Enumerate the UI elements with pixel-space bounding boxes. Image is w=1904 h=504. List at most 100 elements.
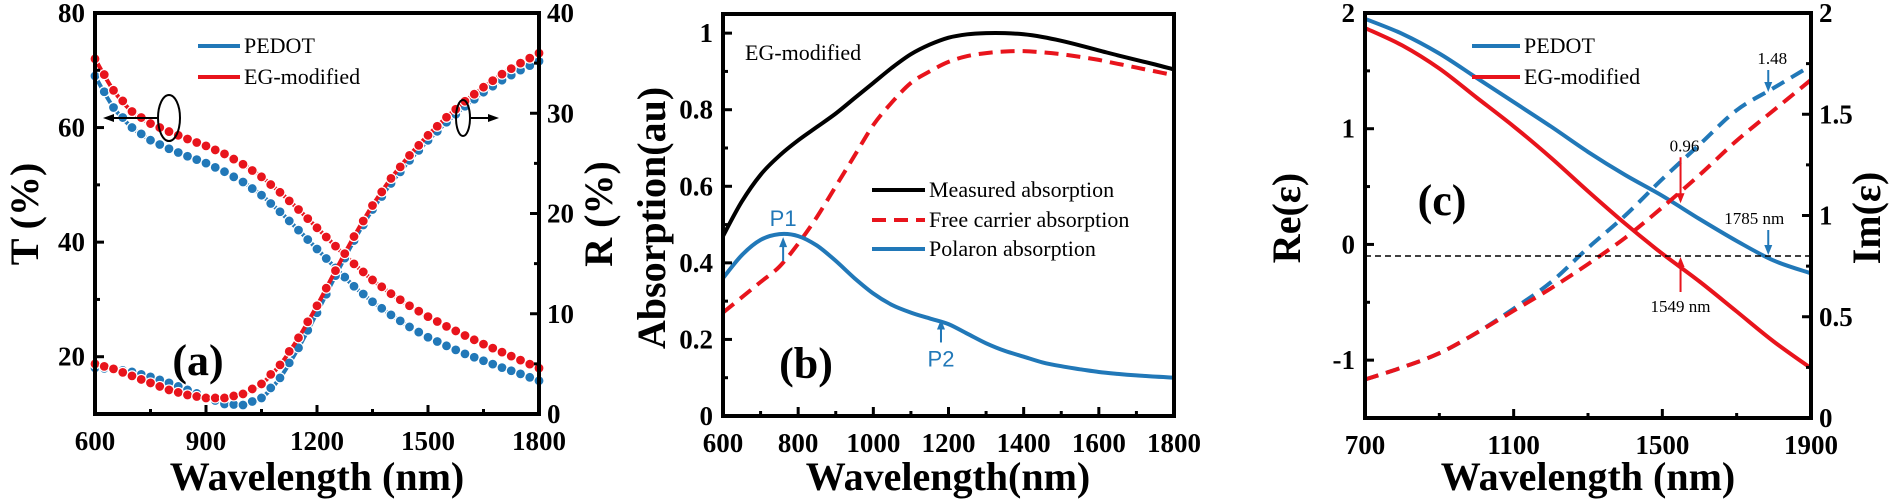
data-point: [422, 331, 434, 343]
series-line-free-carrier-absorption: [721, 49, 1175, 315]
panel-c-y-right-axis-label: Im(ε): [1844, 172, 1889, 265]
y-right-tick-label: 0.5: [1819, 302, 1853, 332]
panel-b-y-axis-label: Absorption(au): [629, 87, 674, 349]
data-point: [431, 315, 443, 328]
panel-a-series: [89, 47, 545, 411]
data-point: [191, 136, 203, 149]
x-tick-label: 600: [703, 428, 744, 458]
data-point: [487, 358, 499, 370]
data-point: [514, 57, 527, 69]
data-point: [274, 359, 286, 371]
y-right-tick-label: 10: [547, 299, 574, 329]
data-point: [487, 342, 499, 354]
x-tick-label: 1800: [1147, 428, 1201, 458]
data-point: [181, 389, 194, 401]
data-point: [228, 153, 240, 165]
data-point: [246, 164, 258, 177]
x-tick-label: 1800: [512, 426, 566, 456]
data-point: [311, 222, 323, 234]
data-point: [376, 281, 388, 293]
data-point: [348, 258, 360, 270]
arrow-1-48-head: [1764, 82, 1773, 92]
y-tick-label: 1: [1342, 114, 1356, 144]
panel-b-inset-title: EG-modified: [745, 40, 861, 65]
data-point: [172, 386, 184, 399]
data-point: [440, 320, 453, 332]
data-point: [496, 346, 508, 358]
data-point: [524, 52, 536, 64]
data-point: [181, 150, 194, 162]
data-point: [329, 265, 342, 277]
y-tick-label: 80: [58, 0, 85, 28]
data-point: [413, 305, 425, 317]
panel-a-x-ticks: 600 900 1200 1500 1800: [75, 405, 566, 456]
arrow-1785nm-head: [1764, 245, 1773, 255]
data-point: [450, 344, 462, 356]
data-point: [413, 326, 425, 338]
y-tick-label: 0.6: [679, 171, 713, 201]
data-point: [422, 129, 434, 141]
data-point: [292, 203, 305, 216]
data-point: [376, 186, 388, 198]
data-point: [450, 325, 462, 337]
data-point: [265, 178, 277, 191]
series-line-pedot-re: [1364, 16, 1812, 276]
panel-c-y-ticks: -1 0 1 2: [1333, 0, 1374, 375]
data-point: [422, 311, 434, 323]
legend-label-eg-modified: EG-modified: [244, 64, 360, 89]
x-tick-label: 700: [1345, 430, 1386, 460]
data-point: [135, 373, 147, 386]
panel-a-transmittance-reflectance: 600 900 1200 1500 1800 20 40 60 80 0 10 20 30 40 Wa…: [2, 0, 621, 499]
data-point: [200, 140, 212, 152]
data-point: [320, 282, 332, 294]
data-point: [154, 138, 166, 151]
annotation-0-96: 0.96: [1670, 136, 1700, 155]
data-point: [292, 332, 305, 344]
data-point: [237, 158, 249, 170]
data-point: [218, 166, 231, 178]
data-point: [98, 360, 110, 372]
data-point: [98, 86, 110, 98]
arrow-p2-head: [936, 319, 945, 330]
y-right-tick-label: 1.5: [1819, 99, 1853, 129]
series-line-measured-absorption: [721, 31, 1175, 238]
data-point: [413, 139, 425, 151]
data-point: [228, 390, 240, 402]
data-point: [144, 134, 157, 146]
panel-a-y-axis-label: T (%): [2, 163, 47, 266]
data-point: [514, 354, 527, 366]
data-point: [440, 111, 453, 123]
x-tick-label: 1500: [1635, 430, 1689, 460]
data-point: [385, 172, 397, 185]
panel-b-annotations: P1 P2: [770, 206, 955, 371]
panel-c-legend: PEDOT EG-modified: [1472, 33, 1640, 89]
data-point: [200, 392, 212, 404]
panel-a-label: (a): [172, 336, 223, 385]
data-point: [191, 390, 203, 403]
panel-c-label: (c): [1418, 176, 1467, 225]
panel-b-series: [721, 31, 1175, 380]
panel-c-annotations: 1.48 0.96 1785 nm 1549 nm: [1365, 49, 1811, 316]
arrow-0-96-head: [1676, 193, 1685, 204]
legend-label-pedot: PEDOT: [244, 33, 315, 58]
x-tick-label: 1100: [1487, 430, 1540, 460]
ellipse-marker-t: [157, 94, 181, 142]
legend-label-eg-modified: EG-modified: [1524, 64, 1640, 89]
data-point: [459, 329, 471, 342]
panel-c-y-axis-label: Re(ε): [1264, 173, 1309, 263]
y-tick-label: -1: [1333, 345, 1356, 375]
y-right-tick-label: 2: [1819, 0, 1833, 28]
data-point: [255, 171, 268, 183]
data-point: [468, 334, 480, 346]
arrow-p1-head: [779, 237, 788, 248]
data-point: [163, 384, 175, 396]
data-point: [117, 95, 129, 107]
data-point: [302, 316, 314, 328]
legend-label-measured: Measured absorption: [929, 177, 1114, 202]
data-point: [505, 63, 517, 75]
data-point: [477, 338, 490, 350]
data-point: [496, 68, 508, 80]
panel-c-y-right-ticks: 0 0.5 1 1.5 2: [1802, 0, 1853, 433]
data-point: [339, 248, 351, 260]
